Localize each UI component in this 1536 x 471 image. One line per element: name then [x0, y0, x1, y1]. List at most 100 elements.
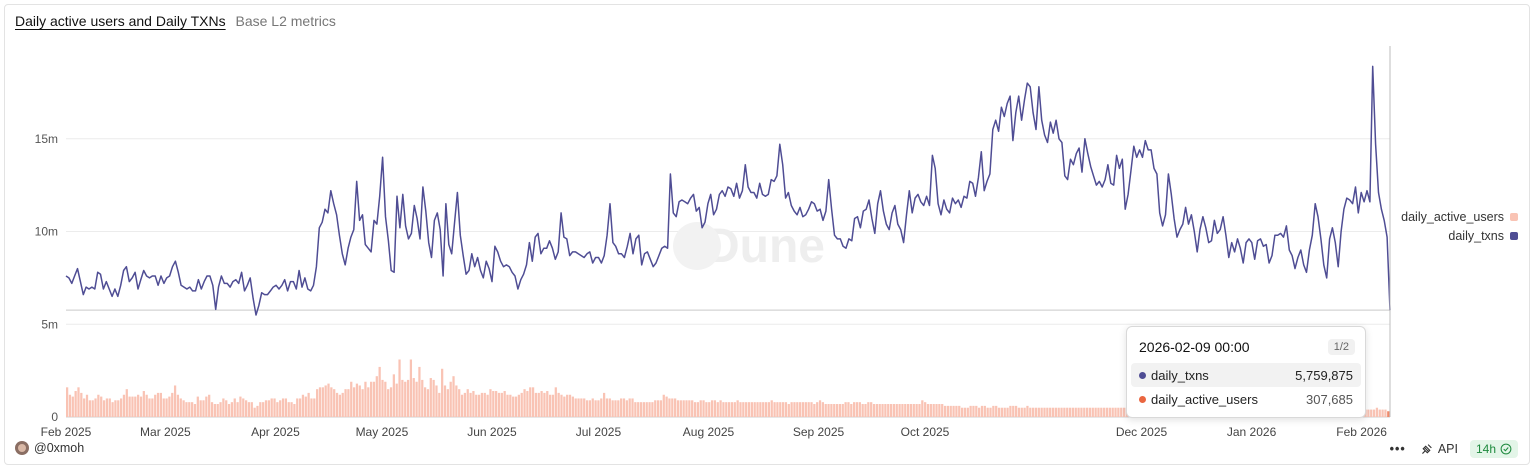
- bar-daily-active-users[interactable]: [719, 400, 722, 417]
- bar-daily-active-users[interactable]: [91, 400, 94, 417]
- bar-daily-active-users[interactable]: [313, 398, 316, 417]
- bar-daily-active-users[interactable]: [182, 400, 185, 417]
- bar-daily-active-users[interactable]: [273, 398, 276, 417]
- bar-daily-active-users[interactable]: [242, 398, 245, 417]
- bar-daily-active-users[interactable]: [304, 396, 307, 417]
- bar-daily-active-users[interactable]: [202, 400, 205, 417]
- bar-daily-active-users[interactable]: [824, 404, 827, 417]
- bar-daily-active-users[interactable]: [347, 389, 350, 417]
- bar-daily-active-users[interactable]: [469, 392, 472, 417]
- bar-daily-active-users[interactable]: [520, 392, 523, 417]
- bar-daily-active-users[interactable]: [1097, 407, 1100, 417]
- bar-daily-active-users[interactable]: [938, 404, 941, 417]
- bar-daily-active-users[interactable]: [750, 402, 753, 417]
- bar-daily-active-users[interactable]: [117, 400, 120, 417]
- bar-daily-active-users[interactable]: [395, 383, 398, 417]
- bar-daily-active-users[interactable]: [233, 398, 236, 417]
- bar-daily-active-users[interactable]: [932, 404, 935, 417]
- bar-daily-active-users[interactable]: [540, 391, 543, 417]
- bar-daily-active-users[interactable]: [620, 398, 623, 417]
- bar-daily-active-users[interactable]: [1020, 407, 1023, 417]
- bar-daily-active-users[interactable]: [176, 394, 180, 417]
- bar-daily-active-users[interactable]: [338, 394, 341, 417]
- bar-daily-active-users[interactable]: [861, 404, 864, 417]
- bar-daily-active-users[interactable]: [125, 389, 128, 417]
- bar-daily-active-users[interactable]: [1085, 407, 1089, 417]
- bar-daily-active-users[interactable]: [1091, 407, 1094, 417]
- bar-daily-active-users[interactable]: [213, 404, 216, 417]
- bar-daily-active-users[interactable]: [625, 400, 628, 417]
- bar-daily-active-users[interactable]: [128, 396, 131, 417]
- bar-daily-active-users[interactable]: [1114, 407, 1117, 417]
- bar-daily-active-users[interactable]: [389, 387, 393, 417]
- bar-daily-active-users[interactable]: [651, 402, 654, 417]
- bar-daily-active-users[interactable]: [387, 389, 390, 417]
- bar-daily-active-users[interactable]: [452, 376, 455, 417]
- bar-daily-active-users[interactable]: [853, 402, 856, 417]
- bar-daily-active-users[interactable]: [622, 398, 626, 417]
- bar-daily-active-users[interactable]: [935, 404, 938, 417]
- bar-daily-active-users[interactable]: [685, 400, 688, 417]
- bar-daily-active-users[interactable]: [239, 396, 242, 417]
- bar-daily-active-users[interactable]: [358, 385, 361, 417]
- bar-daily-active-users[interactable]: [659, 400, 663, 417]
- bar-daily-active-users[interactable]: [330, 387, 333, 417]
- bar-daily-active-users[interactable]: [210, 402, 214, 417]
- bar-daily-active-users[interactable]: [466, 389, 469, 417]
- bar-daily-active-users[interactable]: [679, 400, 682, 417]
- bar-daily-active-users[interactable]: [236, 402, 239, 417]
- bar-daily-active-users[interactable]: [739, 402, 742, 417]
- bar-daily-active-users[interactable]: [574, 398, 577, 417]
- bar-daily-active-users[interactable]: [889, 404, 893, 417]
- bar-daily-active-users[interactable]: [1017, 407, 1021, 417]
- bar-daily-active-users[interactable]: [875, 404, 878, 417]
- bar-daily-active-users[interactable]: [716, 402, 719, 417]
- bar-daily-active-users[interactable]: [367, 387, 370, 417]
- bar-daily-active-users[interactable]: [514, 396, 518, 417]
- bar-daily-active-users[interactable]: [1384, 409, 1387, 417]
- bar-daily-active-users[interactable]: [645, 402, 648, 417]
- bar-daily-active-users[interactable]: [335, 392, 339, 417]
- bar-daily-active-users[interactable]: [580, 398, 583, 417]
- bar-daily-active-users[interactable]: [131, 396, 134, 417]
- bar-daily-active-users[interactable]: [256, 405, 259, 417]
- bar-daily-active-users[interactable]: [943, 405, 947, 417]
- bar-daily-active-users[interactable]: [139, 396, 143, 417]
- bar-daily-active-users[interactable]: [523, 389, 526, 417]
- bar-daily-active-users[interactable]: [199, 400, 202, 417]
- bar-daily-active-users[interactable]: [381, 379, 384, 417]
- bar-daily-active-users[interactable]: [833, 404, 836, 417]
- bar-daily-active-users[interactable]: [1029, 407, 1032, 417]
- bar-daily-active-users[interactable]: [594, 400, 597, 417]
- bar-daily-active-users[interactable]: [1051, 407, 1055, 417]
- bar-daily-active-users[interactable]: [796, 402, 799, 417]
- bar-daily-active-users[interactable]: [159, 392, 163, 417]
- bar-daily-active-users[interactable]: [1105, 407, 1109, 417]
- bar-daily-active-users[interactable]: [134, 396, 137, 417]
- bar-daily-active-users[interactable]: [904, 404, 907, 417]
- bar-daily-active-users[interactable]: [409, 359, 413, 417]
- bar-daily-active-users[interactable]: [818, 400, 822, 417]
- bar-daily-active-users[interactable]: [244, 400, 248, 417]
- bar-daily-active-users[interactable]: [992, 405, 995, 417]
- bar-daily-active-users[interactable]: [66, 387, 69, 417]
- bar-daily-active-users[interactable]: [80, 392, 83, 417]
- bar-daily-active-users[interactable]: [693, 402, 697, 417]
- bar-daily-active-users[interactable]: [591, 398, 594, 417]
- line-daily-txns[interactable]: [65, 65, 1391, 316]
- bar-daily-active-users[interactable]: [969, 405, 972, 417]
- bar-daily-active-users[interactable]: [355, 383, 359, 417]
- bar-daily-active-users[interactable]: [600, 398, 603, 417]
- bar-daily-active-users[interactable]: [415, 381, 418, 417]
- bar-daily-active-users[interactable]: [188, 402, 191, 417]
- bar-daily-active-users[interactable]: [605, 398, 609, 417]
- bar-daily-active-users[interactable]: [219, 402, 222, 417]
- bar-daily-active-users[interactable]: [1080, 407, 1083, 417]
- bar-daily-active-users[interactable]: [119, 398, 123, 417]
- bar-daily-active-users[interactable]: [364, 381, 367, 417]
- bar-daily-active-users[interactable]: [406, 379, 410, 417]
- bar-daily-active-users[interactable]: [1006, 407, 1009, 417]
- bar-daily-active-users[interactable]: [702, 400, 705, 417]
- bar-daily-active-users[interactable]: [1026, 405, 1029, 417]
- bar-daily-active-users[interactable]: [361, 389, 364, 417]
